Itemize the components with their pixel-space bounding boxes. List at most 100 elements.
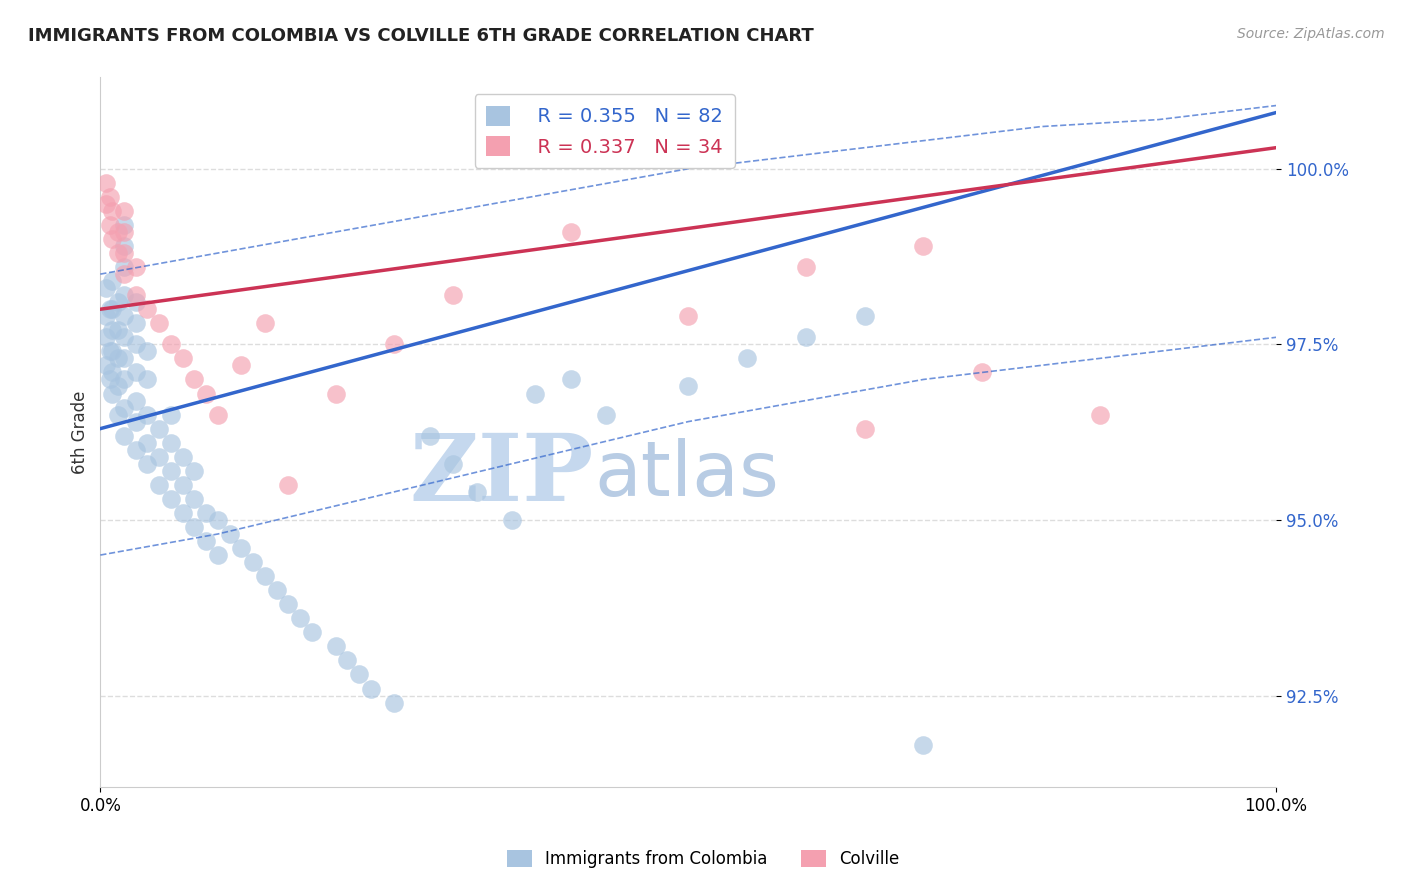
Point — [242, 555, 264, 569]
Point — [207, 513, 229, 527]
Point — [112, 428, 135, 442]
Point — [794, 260, 817, 274]
Point — [253, 569, 276, 583]
Point — [301, 625, 323, 640]
Point — [112, 288, 135, 302]
Point — [107, 323, 129, 337]
Point — [172, 478, 194, 492]
Point — [148, 422, 170, 436]
Point — [160, 464, 183, 478]
Point — [148, 450, 170, 464]
Point — [172, 506, 194, 520]
Point — [98, 218, 121, 232]
Point — [195, 506, 218, 520]
Point — [107, 379, 129, 393]
Point — [136, 457, 159, 471]
Point — [136, 302, 159, 317]
Point — [501, 513, 523, 527]
Point — [101, 344, 124, 359]
Point — [183, 464, 205, 478]
Point — [107, 295, 129, 310]
Point — [107, 408, 129, 422]
Point — [218, 527, 240, 541]
Point — [101, 366, 124, 380]
Text: IMMIGRANTS FROM COLOMBIA VS COLVILLE 6TH GRADE CORRELATION CHART: IMMIGRANTS FROM COLOMBIA VS COLVILLE 6TH… — [28, 27, 814, 45]
Point — [231, 541, 253, 555]
Text: Source: ZipAtlas.com: Source: ZipAtlas.com — [1237, 27, 1385, 41]
Point — [465, 484, 488, 499]
Point — [160, 435, 183, 450]
Text: ZIP: ZIP — [411, 430, 595, 520]
Point — [560, 372, 582, 386]
Point — [195, 386, 218, 401]
Point — [101, 232, 124, 246]
Point — [124, 288, 146, 302]
Point — [183, 491, 205, 506]
Point — [277, 597, 299, 611]
Point — [96, 197, 118, 211]
Y-axis label: 6th Grade: 6th Grade — [72, 391, 89, 474]
Point — [183, 372, 205, 386]
Point — [195, 534, 218, 549]
Point — [96, 310, 118, 324]
Point — [107, 351, 129, 366]
Point — [112, 260, 135, 274]
Point — [676, 310, 699, 324]
Text: atlas: atlas — [595, 438, 779, 512]
Point — [148, 478, 170, 492]
Point — [124, 366, 146, 380]
Point — [912, 738, 935, 752]
Point — [595, 408, 617, 422]
Point — [124, 442, 146, 457]
Point — [107, 225, 129, 239]
Legend: Immigrants from Colombia, Colville: Immigrants from Colombia, Colville — [501, 843, 905, 875]
Point — [124, 260, 146, 274]
Point — [112, 225, 135, 239]
Point — [112, 239, 135, 253]
Point — [794, 330, 817, 344]
Point — [207, 408, 229, 422]
Point — [101, 203, 124, 218]
Point — [98, 344, 121, 359]
Legend:   R = 0.355   N = 82,   R = 0.337   N = 34: R = 0.355 N = 82, R = 0.337 N = 34 — [475, 95, 735, 169]
Point — [96, 359, 118, 373]
Point — [382, 696, 405, 710]
Point — [160, 337, 183, 351]
Point — [112, 330, 135, 344]
Point — [207, 548, 229, 562]
Point — [136, 344, 159, 359]
Point — [231, 359, 253, 373]
Point — [183, 520, 205, 534]
Point — [124, 316, 146, 330]
Point — [347, 667, 370, 681]
Point — [912, 239, 935, 253]
Point — [853, 422, 876, 436]
Point — [290, 611, 312, 625]
Point — [124, 337, 146, 351]
Point — [382, 337, 405, 351]
Point — [735, 351, 758, 366]
Point — [96, 330, 118, 344]
Point — [148, 316, 170, 330]
Point — [360, 681, 382, 696]
Point — [112, 351, 135, 366]
Point — [172, 351, 194, 366]
Point — [112, 267, 135, 281]
Point — [98, 302, 121, 317]
Point — [101, 302, 124, 317]
Point — [253, 316, 276, 330]
Point — [98, 190, 121, 204]
Point — [441, 457, 464, 471]
Point — [972, 366, 994, 380]
Point — [98, 372, 121, 386]
Point — [124, 295, 146, 310]
Point — [419, 428, 441, 442]
Point — [96, 281, 118, 295]
Point — [136, 408, 159, 422]
Point — [101, 274, 124, 288]
Point — [101, 386, 124, 401]
Point — [325, 640, 347, 654]
Point — [112, 203, 135, 218]
Point — [277, 478, 299, 492]
Point — [676, 379, 699, 393]
